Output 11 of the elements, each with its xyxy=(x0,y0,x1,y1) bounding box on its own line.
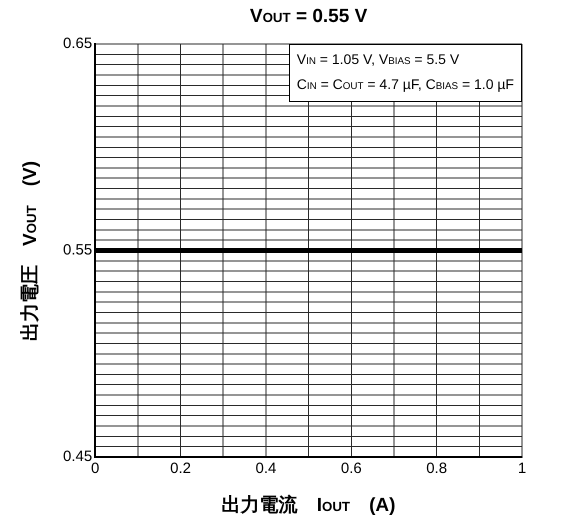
x-tick-label: 0.8 xyxy=(426,460,448,478)
annotation: C$_{IN}$ = C$_{OUT}$ = 4.7 µF, C$_{BIAS}$ = 1.0 µF xyxy=(296,75,514,94)
x-tick-label: 0 xyxy=(91,460,100,478)
y-tick-label: 0.55 xyxy=(62,242,92,259)
annotation: V$_{IN}$ = 1.05 V, V$_{BIAS}$ = 5.5 V xyxy=(296,50,460,69)
x-tick-label: 1 xyxy=(518,460,526,478)
x-tick-label: 0.6 xyxy=(340,460,362,478)
x-tick-label: 0.4 xyxy=(255,460,276,478)
y-tick-label: 0.45 xyxy=(62,448,92,466)
x-tick-label: 0.2 xyxy=(170,460,191,478)
y-tick-label: 0.65 xyxy=(62,35,92,52)
